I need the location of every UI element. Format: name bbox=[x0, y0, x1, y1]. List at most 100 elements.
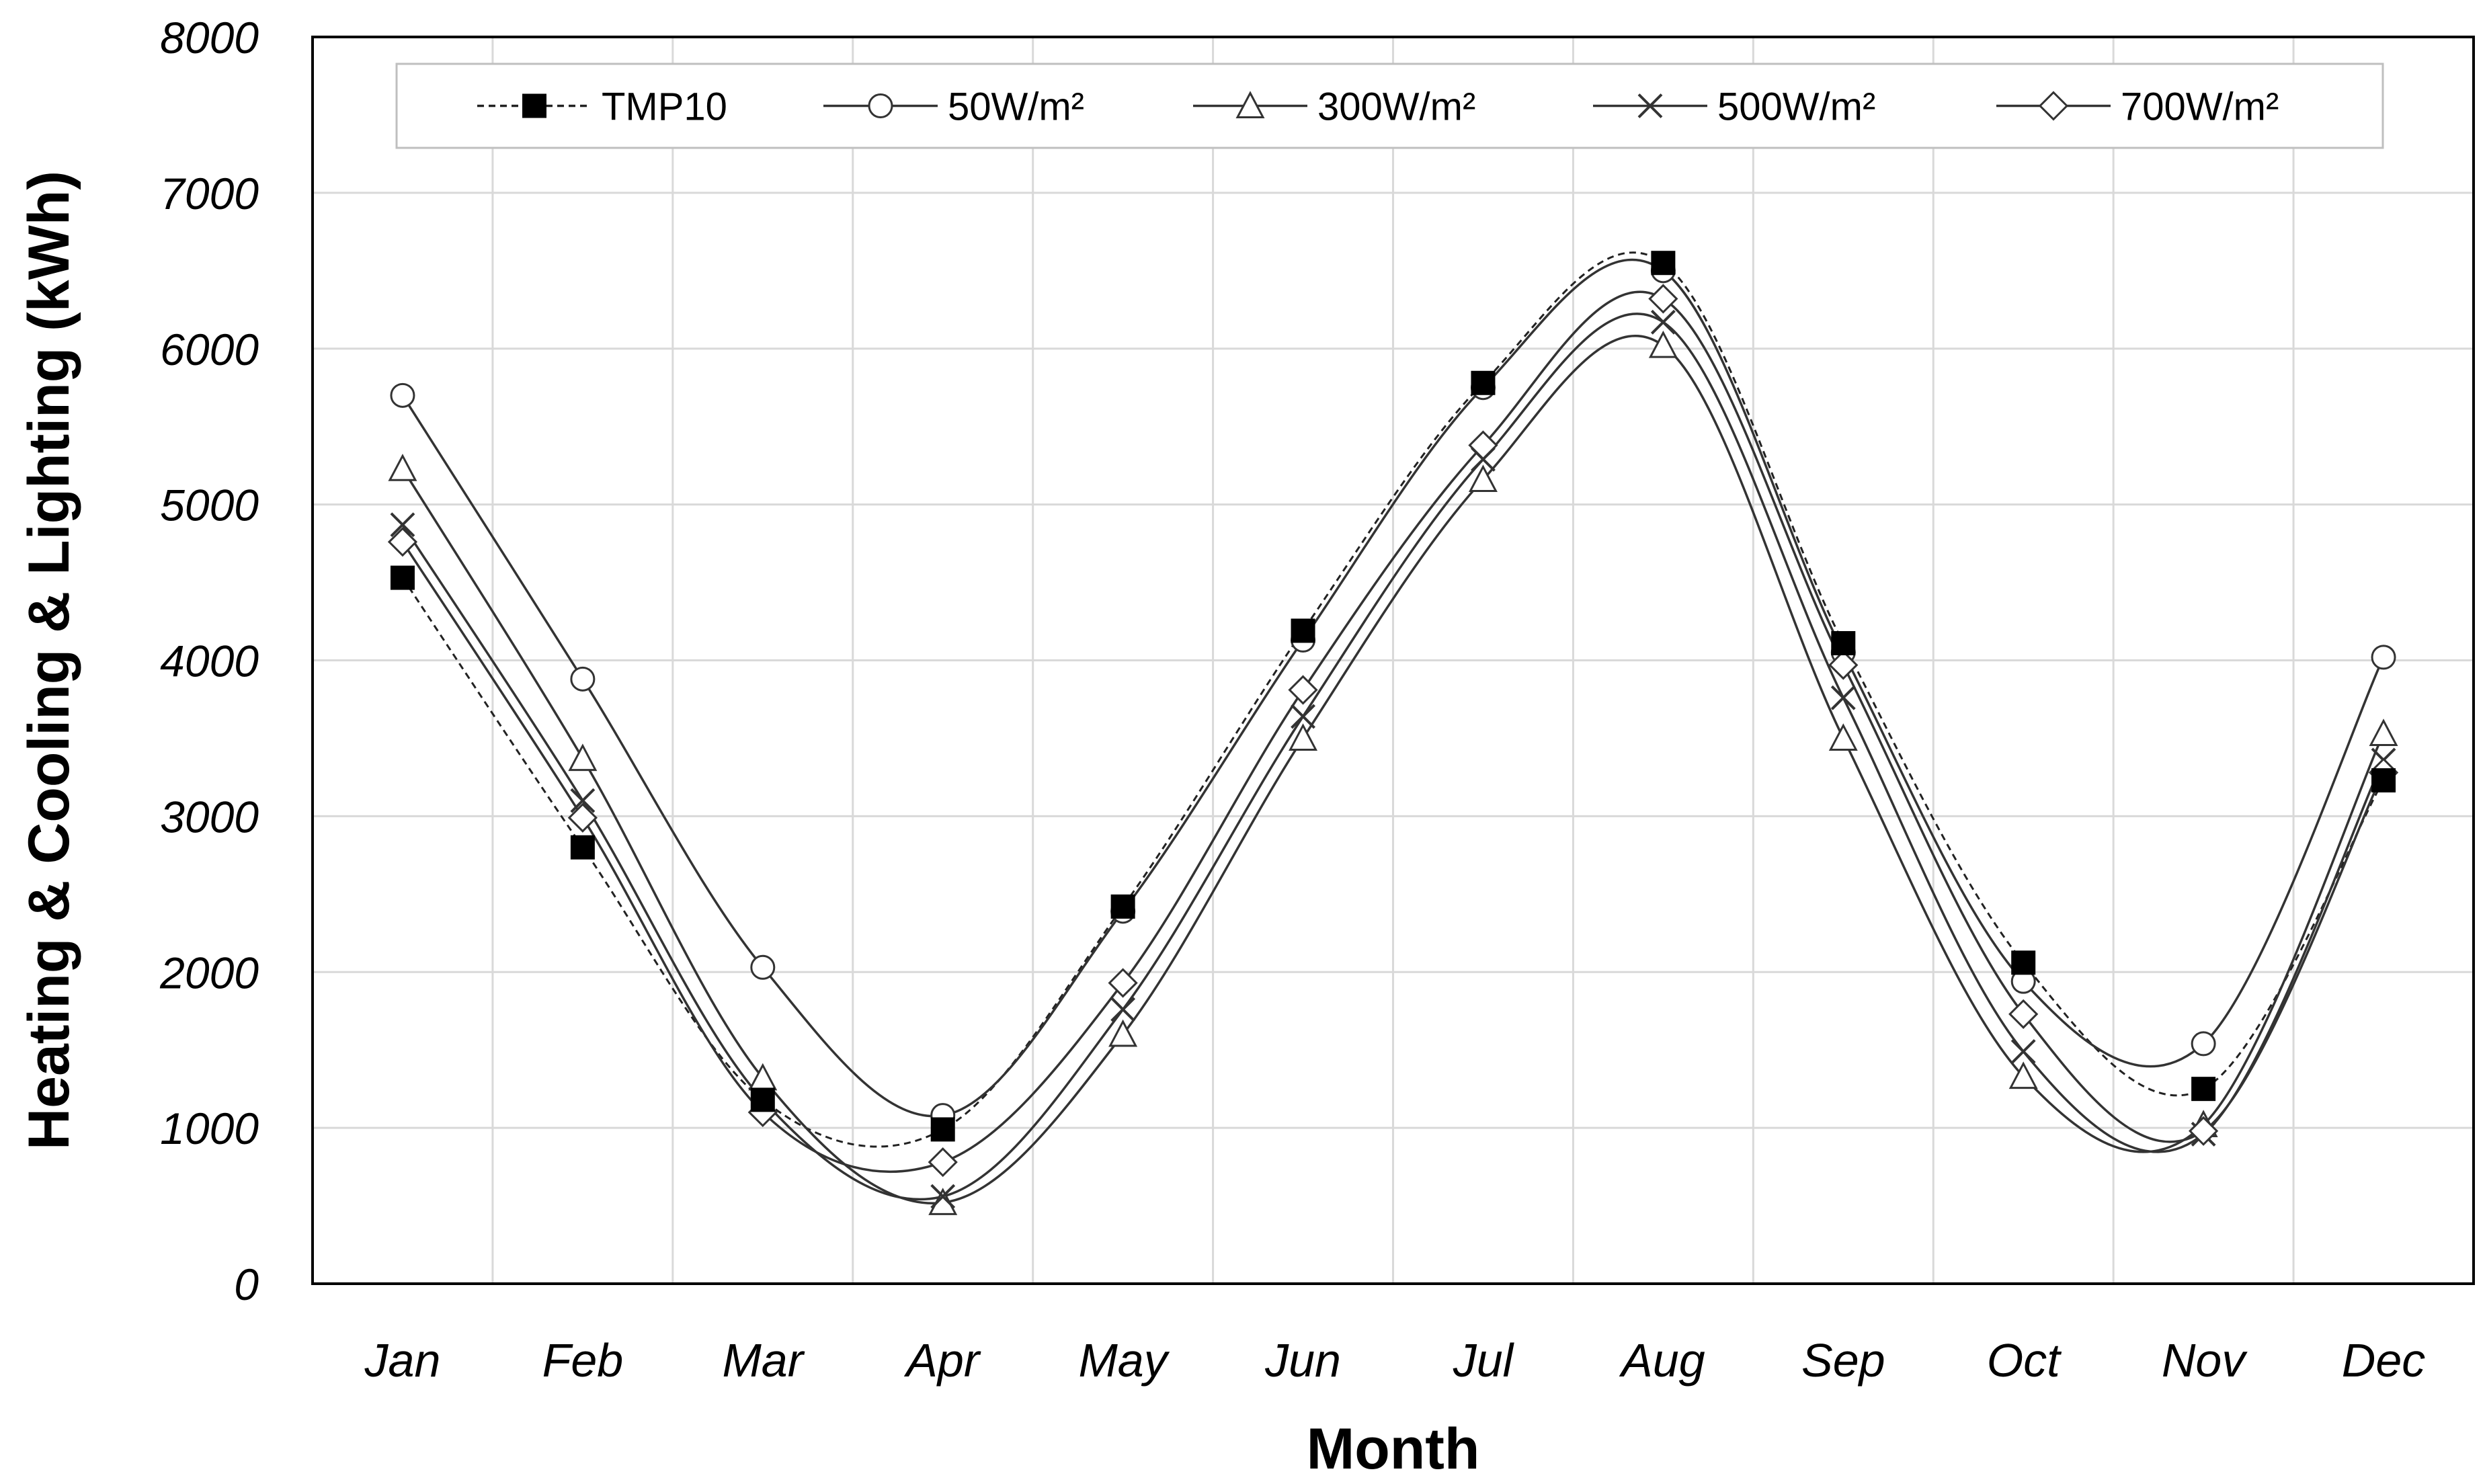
data-point bbox=[2371, 645, 2396, 670]
data-point bbox=[748, 1063, 778, 1091]
series-1 bbox=[401, 251, 2385, 1148]
data-point bbox=[928, 1147, 958, 1178]
data-point bbox=[1110, 894, 1135, 919]
data-point bbox=[1288, 675, 1318, 705]
data-point bbox=[1831, 630, 1856, 655]
axes: 0 1000 2000 3000 4000 5000 6000 7000 8000 Jan Feb M… bbox=[159, 13, 2425, 1387]
legend-entry: TMP10 bbox=[477, 85, 727, 129]
data-point bbox=[2010, 1039, 2036, 1064]
y-tick-label: 4000 bbox=[160, 636, 259, 686]
data-point bbox=[570, 666, 596, 692]
data-point bbox=[1828, 723, 1858, 751]
legend-marker bbox=[868, 93, 893, 118]
data-point bbox=[2011, 950, 2036, 975]
data-point bbox=[1648, 284, 1678, 314]
legend-entry: 300W/m² bbox=[1193, 85, 1475, 129]
data-point bbox=[1648, 330, 1678, 358]
x-tick-label: Aug bbox=[1619, 1334, 1705, 1387]
series-4 bbox=[401, 313, 2385, 1201]
x-tick-label: Dec bbox=[2342, 1334, 2425, 1387]
data-point bbox=[390, 565, 415, 590]
legend-marker bbox=[522, 93, 546, 118]
plot-area-frame bbox=[311, 36, 2475, 1285]
data-point bbox=[570, 788, 596, 813]
x-axis-title: Month bbox=[1307, 1417, 1480, 1481]
data-point bbox=[930, 1184, 956, 1209]
data-point bbox=[1108, 1019, 1138, 1047]
series-layer bbox=[387, 251, 2399, 1215]
data-point bbox=[387, 527, 418, 557]
x-tick-label: Sep bbox=[1801, 1334, 1885, 1387]
y-tick-label: 5000 bbox=[160, 481, 259, 530]
data-point bbox=[1108, 968, 1138, 998]
x-tick-label: Nov bbox=[2162, 1334, 2248, 1387]
y-tick-label: 1000 bbox=[160, 1104, 259, 1153]
y-tick-label: 8000 bbox=[160, 13, 259, 63]
x-tick-label: Oct bbox=[1987, 1334, 2062, 1387]
x-tick-label: Feb bbox=[542, 1334, 624, 1387]
data-point bbox=[2191, 1077, 2216, 1102]
data-point bbox=[930, 1117, 955, 1142]
series-line bbox=[401, 290, 2385, 1173]
data-point bbox=[570, 835, 595, 860]
data-point bbox=[1468, 430, 1498, 460]
series-line bbox=[401, 335, 2385, 1205]
series-1-markers bbox=[390, 251, 2396, 1142]
legend-marker bbox=[2038, 91, 2069, 121]
data-point bbox=[750, 954, 776, 980]
legend-entry: 500W/m² bbox=[1593, 85, 1875, 129]
data-point bbox=[1110, 997, 1136, 1022]
x-tick-label: Mar bbox=[723, 1334, 805, 1387]
legend-label: 700W/m² bbox=[2121, 85, 2279, 129]
x-tick-label: Apr bbox=[903, 1334, 981, 1387]
y-tick-label: 0 bbox=[234, 1260, 259, 1309]
series-5 bbox=[401, 290, 2385, 1173]
series-3 bbox=[401, 335, 2385, 1205]
x-tick-label: Jun bbox=[1264, 1334, 1341, 1387]
legend-entry: 700W/m² bbox=[1996, 85, 2279, 129]
series-line bbox=[401, 258, 2385, 1118]
data-point bbox=[2371, 768, 2396, 793]
y-axis-title: Heating & Cooling & Lighting (kWh) bbox=[17, 171, 81, 1150]
data-point bbox=[1289, 723, 1318, 751]
data-point bbox=[1291, 618, 1315, 643]
x-tick-label: May bbox=[1079, 1334, 1170, 1387]
x-tick-label: Jul bbox=[1453, 1334, 1515, 1387]
series-3-markers bbox=[388, 330, 2398, 1215]
legend-label: 500W/m² bbox=[1717, 85, 1875, 129]
y-tick-label: 6000 bbox=[160, 325, 259, 374]
data-point bbox=[1651, 251, 1676, 276]
data-point bbox=[1291, 704, 1315, 729]
y-tick-label: 3000 bbox=[160, 792, 259, 841]
legend-label: 50W/m² bbox=[948, 85, 1084, 129]
legend: TMP10 50W/m² 300W/m² 500W/m² 700W/m² bbox=[395, 63, 2384, 149]
data-point bbox=[390, 512, 415, 538]
data-point bbox=[1471, 370, 1496, 395]
legend-label: TMP10 bbox=[602, 85, 727, 129]
legend-marker bbox=[1235, 91, 1265, 118]
legend-label: 300W/m² bbox=[1317, 85, 1475, 129]
legend-entry: 50W/m² bbox=[823, 85, 1084, 129]
data-point bbox=[1468, 464, 1498, 493]
data-point bbox=[568, 743, 598, 772]
data-point bbox=[2191, 1031, 2216, 1057]
data-point bbox=[1828, 650, 1859, 680]
data-point bbox=[388, 454, 417, 481]
data-point bbox=[750, 1087, 775, 1112]
data-point bbox=[2369, 718, 2398, 746]
y-tick-label: 2000 bbox=[159, 948, 259, 997]
data-point bbox=[1650, 309, 1676, 335]
data-point bbox=[2008, 999, 2039, 1029]
legend-marker bbox=[1637, 93, 1663, 118]
data-point bbox=[2189, 1116, 2219, 1146]
data-point bbox=[1830, 685, 1856, 710]
data-point bbox=[390, 382, 415, 408]
data-point bbox=[2008, 1061, 2038, 1089]
series-line bbox=[401, 313, 2385, 1201]
data-point bbox=[567, 802, 598, 833]
x-tick-label: Jan bbox=[364, 1334, 441, 1387]
series-line bbox=[401, 251, 2385, 1148]
y-tick-label: 7000 bbox=[160, 169, 259, 218]
